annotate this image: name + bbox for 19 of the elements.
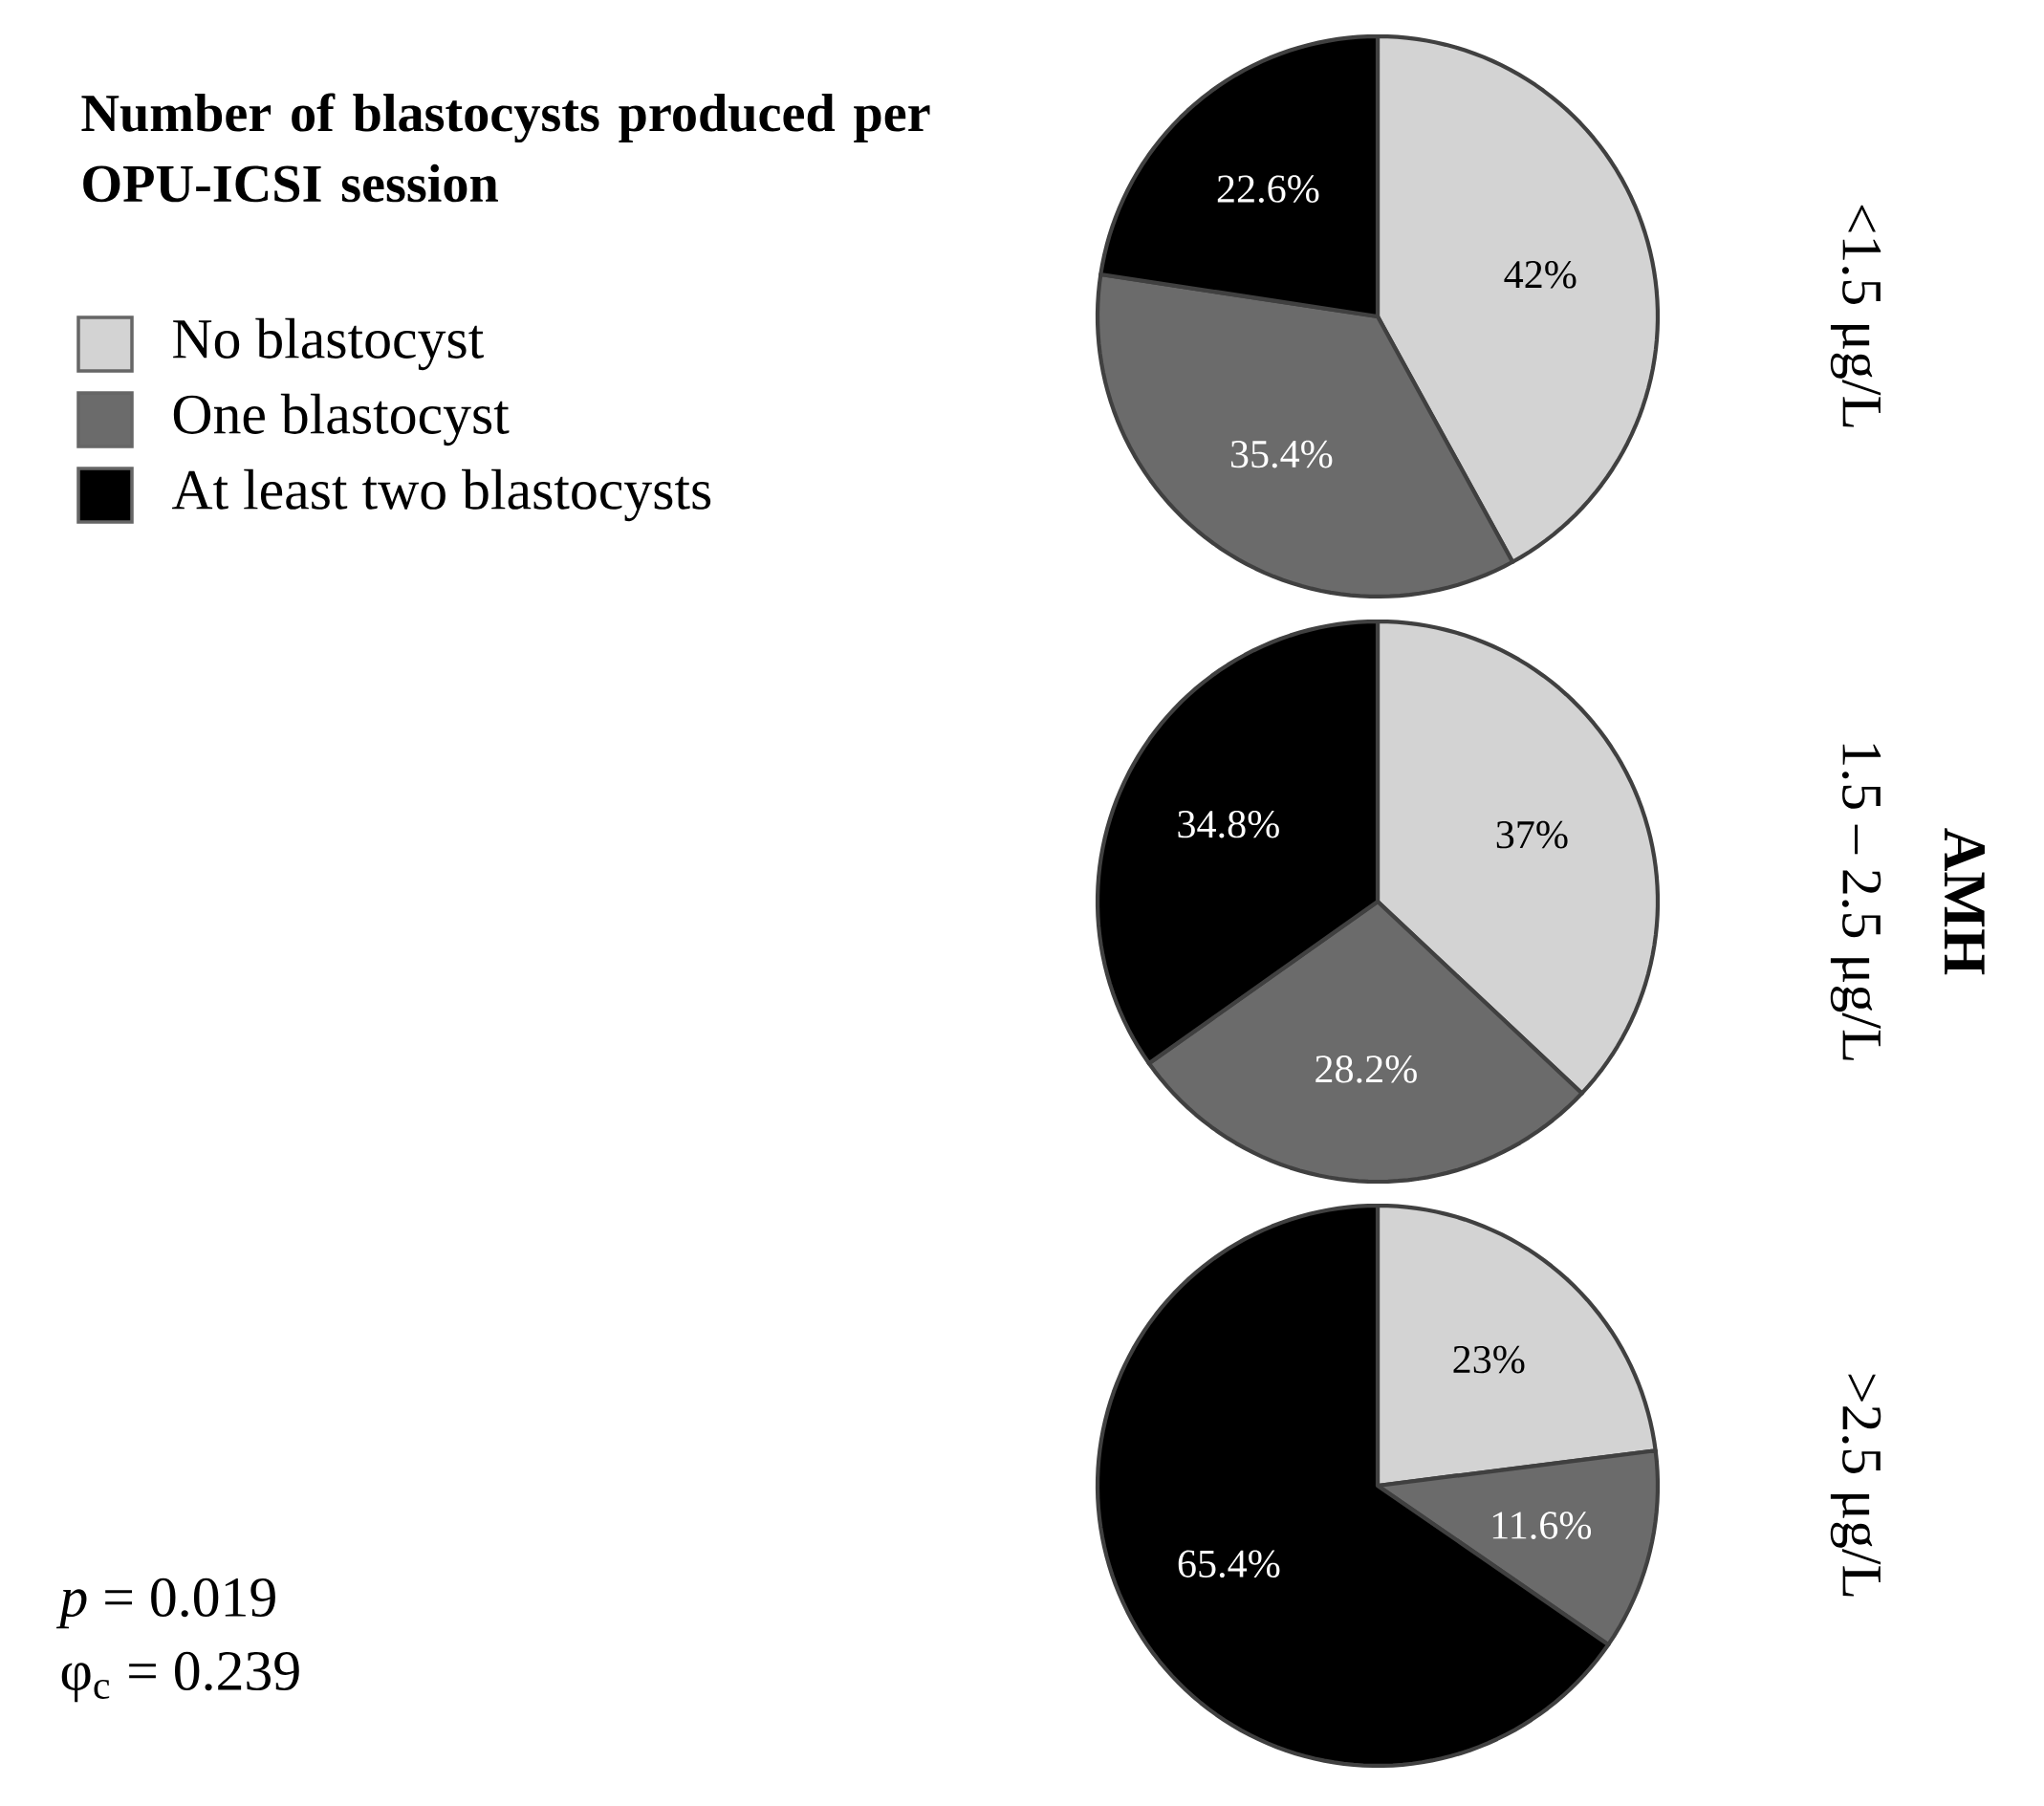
text: <1.5 μg/L xyxy=(1830,205,1881,427)
legend-label: One blastocyst xyxy=(173,393,510,446)
data-label: 28.2% xyxy=(1316,1055,1417,1083)
data-label: 23% xyxy=(1453,1345,1525,1374)
text: AMH xyxy=(1945,828,1985,975)
data-label: 65.4% xyxy=(1178,1550,1280,1578)
data-label: 11.6% xyxy=(1492,1512,1592,1539)
data-label: 42% xyxy=(1504,260,1576,289)
text: p = 0.019 xyxy=(55,1578,275,1629)
legend-label: No blastocyst xyxy=(173,317,484,371)
text: >2.5 μg/L xyxy=(1830,1374,1881,1597)
text: 1.5 – 2.5 μg/L xyxy=(1830,744,1881,1060)
data-label: 34.8% xyxy=(1178,810,1279,838)
data-label: 37% xyxy=(1496,820,1568,849)
text: φ$_{c}$ = 0.239 xyxy=(61,1651,299,1703)
legend-label: At least two blastocysts xyxy=(172,468,711,522)
data-label: 22.6% xyxy=(1217,175,1319,204)
legend-title: Number of blastocysts produced per OPU-ICSI session xyxy=(81,93,930,203)
data-label: 35.4% xyxy=(1230,440,1333,468)
